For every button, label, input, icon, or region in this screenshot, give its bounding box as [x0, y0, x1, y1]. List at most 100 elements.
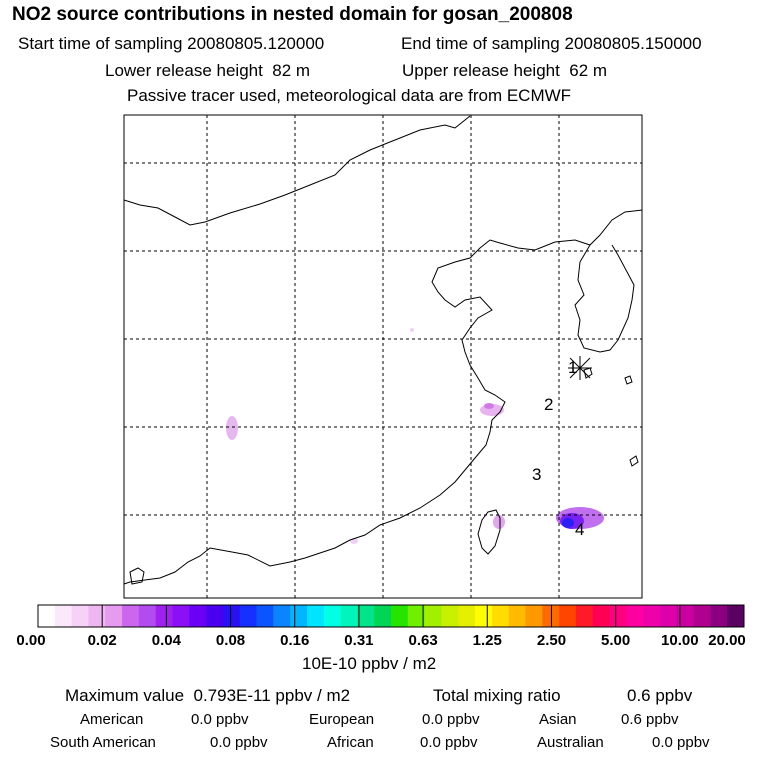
coastline-jeju [624, 375, 633, 385]
colorbar-cell [71, 605, 89, 627]
colorbar-tick-label: 10.00 [661, 632, 699, 649]
map-title: NO2 source contributions in nested domai… [12, 4, 573, 25]
lower-release-value: 82 m [272, 61, 311, 80]
plume-yangtze-inner [484, 403, 494, 409]
plume-west [226, 416, 238, 440]
colorbar-cell [54, 605, 72, 627]
colorbar-cell [491, 605, 509, 627]
total-mixing-ratio-label: Total mixing ratio [433, 686, 561, 705]
upper-release-label: Upper release height [402, 61, 560, 80]
colorbar-cell [727, 605, 745, 627]
colorbar-cell [189, 605, 207, 627]
plume-north [410, 328, 414, 332]
maximum-value: Maximum value 0.793E-11 ppbv / m2 [65, 686, 350, 706]
australian-label: Australian [537, 734, 604, 751]
colorbar-cell [391, 605, 409, 627]
african-label: African [327, 734, 374, 751]
coastline-east-china [123, 209, 643, 585]
receptor-star-icon [568, 356, 592, 380]
colorbar-cell [559, 605, 577, 627]
colorbar [38, 605, 745, 627]
start-time-label: Start time of sampling [18, 34, 183, 53]
colorbar-cell [441, 605, 459, 627]
colorbar-cell [525, 605, 543, 627]
european-value: 0.0 ppbv [422, 711, 480, 728]
coastline-ryukyu [629, 455, 639, 467]
upper-release-height: Upper release height 62 m [402, 61, 607, 81]
tracer-note: Passive tracer used, meteorological data… [127, 86, 572, 105]
colorbar-tick-label: 0.16 [280, 632, 310, 649]
marker-3: 3 [532, 465, 541, 484]
colorbar-tick-label: 5.00 [601, 632, 631, 649]
colorbar-cell [542, 605, 560, 627]
australian-value: 0.0 ppbv [652, 734, 710, 751]
colorbar-cell [424, 605, 442, 627]
coastline-taiwan [477, 509, 501, 555]
map-frame [123, 114, 643, 599]
upper-release-value: 62 m [569, 61, 608, 80]
total-mixing-ratio-value: 0.6 ppbv [627, 686, 693, 705]
start-time-value: 20080805.120000 [187, 34, 325, 53]
colorbar-cell [340, 605, 358, 627]
asian-value: 0.6 ppbv [621, 711, 679, 728]
colorbar-tick-label: 0.08 [215, 632, 246, 649]
colorbar-cell [256, 605, 274, 627]
african-value: 0.0 ppbv [420, 734, 478, 751]
end-time-value: 20080805.150000 [564, 34, 702, 53]
colorbar-tick-label: 2.50 [536, 632, 567, 649]
colorbar-cell [323, 605, 341, 627]
colorbar-cell [710, 605, 728, 627]
colorbar-cell [374, 605, 392, 627]
colorbar-tick-label: 0.00 [16, 632, 46, 649]
colorbar-tick-label: 1.25 [472, 632, 502, 649]
colorbar-cell [105, 605, 123, 627]
colorbar-cell [138, 605, 156, 627]
coastline-japan-island [583, 367, 593, 379]
colorbar-cell [676, 605, 694, 627]
colorbar-units: 10E-10 ppbv / m2 [302, 654, 437, 673]
plume-taiwan [493, 515, 505, 529]
colorbar-cell [592, 605, 610, 627]
colorbar-cell [239, 605, 257, 627]
coastlines [123, 115, 643, 585]
concentration-plumes [226, 328, 604, 544]
colorbar-tick-label: 20.00 [708, 632, 746, 649]
marker-2: 2 [544, 395, 553, 414]
colorbar-frame [37, 604, 745, 628]
asian-label: Asian [539, 711, 577, 728]
colorbar-cell [38, 605, 56, 627]
colorbar-cell [155, 605, 173, 627]
colorbar-cell [122, 605, 140, 627]
lower-release-label: Lower release height [105, 61, 263, 80]
colorbar-cell [407, 605, 425, 627]
colorbar-cell [475, 605, 493, 627]
american-label: American [80, 711, 144, 728]
colorbar-cell [357, 605, 375, 627]
start-time: Start time of sampling 20080805.120000 [18, 34, 324, 54]
american-value: 0.0 ppbv [191, 711, 249, 728]
colorbar-cell [659, 605, 678, 627]
colorbar-cell [273, 605, 291, 627]
maximum-value-label: Maximum value [65, 686, 185, 705]
south-american-value: 0.0 ppbv [210, 734, 268, 751]
lower-release-height: Lower release height 82 m [105, 61, 310, 81]
colorbar-tick-label: 0.31 [344, 632, 374, 649]
european-label: European [309, 711, 375, 728]
colorbar-cell [693, 605, 711, 627]
coastline-hainan [129, 567, 145, 585]
colorbar-cell [306, 605, 325, 627]
colorbar-tick-label: 0.63 [408, 632, 438, 649]
coastline-bohai [123, 115, 471, 226]
colorbar-cell [88, 605, 106, 627]
end-time: End time of sampling 20080805.150000 [401, 34, 702, 54]
end-time-label: End time of sampling [401, 34, 560, 53]
colorbar-cell [609, 605, 627, 627]
marker-1: 1 [568, 358, 577, 377]
map-graticule [124, 115, 642, 598]
colorbar-tick-label: 0.02 [87, 632, 117, 649]
colorbar-cell [643, 605, 661, 627]
colorbar-cell [458, 605, 476, 627]
plume-ocean-core [562, 518, 574, 528]
coastline-korea [574, 244, 635, 353]
